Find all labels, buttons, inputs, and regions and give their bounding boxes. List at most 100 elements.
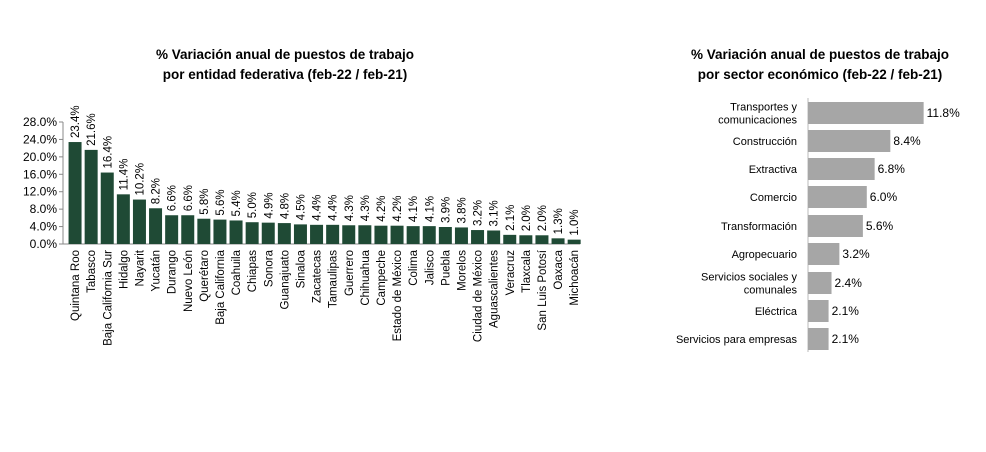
data-label: 3.9% — [440, 197, 452, 223]
category-label: Aguascalientes — [489, 250, 501, 328]
category-label: Extractiva — [749, 164, 798, 176]
data-label: 6.6% — [167, 185, 179, 211]
bar — [293, 224, 307, 244]
bar — [808, 272, 832, 294]
category-label: Sinaloa — [295, 249, 307, 288]
data-label: 8.4% — [893, 134, 921, 148]
category-label: Guanajuato — [279, 250, 291, 309]
data-label: 5.6% — [215, 189, 227, 215]
bar — [277, 223, 291, 244]
category-label: Durango — [167, 250, 179, 294]
chart-title-entidad: % Variación anual de puestos de trabajo … — [110, 45, 460, 85]
bar — [68, 142, 82, 244]
category-label: Estado de México — [392, 250, 404, 341]
data-label: 4.2% — [376, 195, 388, 221]
bar — [358, 225, 372, 244]
bar — [390, 225, 404, 244]
bar — [503, 234, 517, 244]
data-label: 4.4% — [312, 195, 324, 221]
data-label: 6.6% — [183, 185, 195, 211]
bar — [808, 186, 867, 208]
category-label: Transformación — [721, 221, 797, 233]
category-label: Yucatán — [151, 250, 163, 292]
category-label: Coahuila — [231, 249, 243, 295]
category-label: Eléctrica — [755, 306, 798, 318]
category-label: Campeche — [376, 250, 388, 306]
category-label: Ciudad de México — [473, 250, 485, 342]
data-label: 1.0% — [569, 209, 581, 235]
data-label: 5.0% — [247, 192, 259, 218]
bar — [197, 218, 211, 244]
bar — [519, 235, 533, 244]
category-label: Zacatecas — [312, 250, 324, 303]
data-label: 4.8% — [279, 193, 291, 219]
data-label: 23.4% — [70, 105, 82, 138]
data-label: 21.6% — [86, 113, 98, 146]
data-label: 4.9% — [263, 192, 275, 218]
bar — [808, 243, 840, 265]
bar — [213, 219, 227, 244]
bar — [261, 222, 275, 244]
data-label: 4.3% — [360, 195, 372, 221]
data-label: 5.8% — [199, 189, 211, 215]
bar — [808, 300, 829, 322]
bar — [165, 215, 179, 244]
bar — [116, 194, 130, 244]
title-line-1: % Variación anual de puestos de trabajo — [690, 47, 950, 62]
bar — [567, 239, 581, 244]
category-label: Querétaro — [199, 250, 211, 302]
y-tick-label: 0.0% — [30, 237, 58, 251]
category-label: Guerrero — [344, 250, 356, 296]
category-label: Jalisco — [424, 250, 436, 285]
data-label: 4.3% — [344, 195, 356, 221]
bar — [808, 130, 891, 152]
data-label: 11.8% — [927, 106, 960, 120]
chart-title-sector: % Variación anual de puestos de trabajo … — [645, 45, 986, 85]
bar — [374, 225, 388, 244]
data-label: 2.1% — [505, 205, 517, 231]
title-line-1: % Variación anual de puestos de trabajo — [155, 47, 415, 62]
category-label: Colima — [408, 249, 420, 285]
bar — [808, 215, 863, 237]
y-tick-label: 4.0% — [30, 220, 58, 234]
bar — [487, 230, 501, 244]
bar — [149, 208, 163, 244]
y-tick-label: 28.0% — [23, 115, 57, 129]
data-label: 5.4% — [231, 190, 243, 216]
category-label: Agropecuario — [732, 249, 797, 261]
category-label: Morelos — [456, 250, 468, 291]
category-label: Servicios para empresas — [676, 334, 798, 346]
bar — [454, 227, 468, 244]
category-label: Construcción — [733, 136, 797, 148]
bar — [471, 230, 485, 244]
bar — [229, 220, 243, 244]
data-label: 3.2% — [473, 200, 485, 226]
category-label: comunicaciones — [718, 115, 797, 127]
data-label: 10.2% — [134, 163, 146, 196]
y-tick-label: 12.0% — [23, 185, 57, 199]
data-label: 5.6% — [866, 219, 894, 233]
category-label: comunales — [744, 285, 798, 297]
category-label: Servicios sociales y — [701, 272, 797, 284]
category-label: Tabasco — [86, 250, 98, 293]
bar — [406, 226, 420, 244]
y-tick-label: 16.0% — [23, 167, 57, 181]
category-label: Nuevo León — [183, 250, 195, 312]
data-label: 2.4% — [835, 276, 863, 290]
data-label: 8.2% — [151, 178, 163, 204]
category-label: Baja California — [215, 249, 227, 324]
category-label: Quintana Roo — [70, 250, 82, 321]
category-label: Baja California Sur — [102, 250, 114, 346]
data-label: 2.0% — [521, 205, 533, 231]
data-label: 4.2% — [392, 195, 404, 221]
category-label: Sonora — [263, 249, 275, 287]
data-label: 2.1% — [832, 332, 860, 346]
data-label: 4.1% — [424, 196, 436, 222]
data-label: 2.1% — [832, 304, 860, 318]
data-label: 1.3% — [553, 208, 565, 234]
data-label: 6.0% — [870, 190, 898, 204]
title-line-2: por entidad federativa (feb-22 / feb-21) — [162, 67, 408, 82]
category-label: Michoacán — [569, 250, 581, 306]
bar — [808, 158, 875, 180]
